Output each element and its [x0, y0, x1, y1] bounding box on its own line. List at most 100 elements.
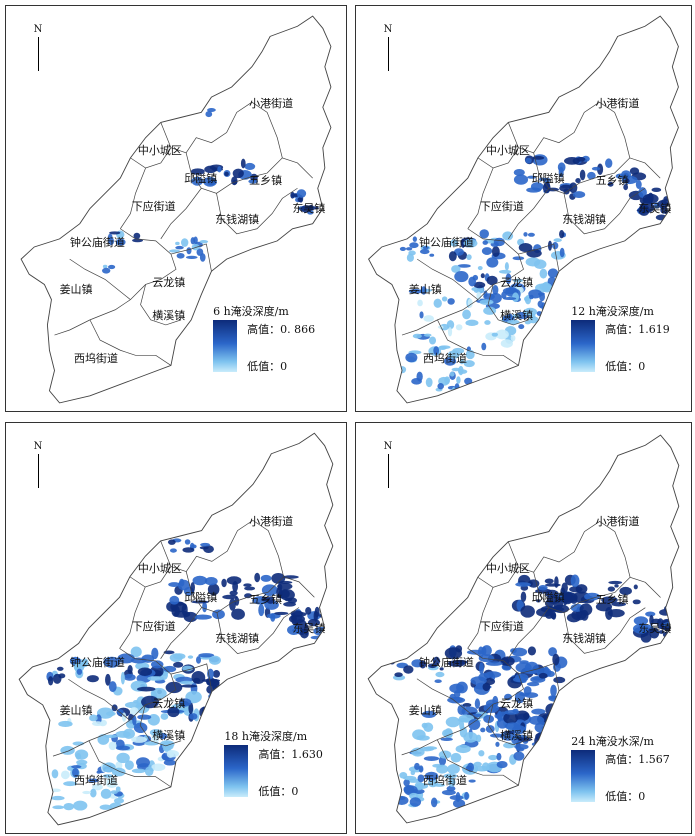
- flood-area: [638, 204, 650, 216]
- town-boundary: [129, 566, 172, 588]
- flood-area: [412, 333, 422, 339]
- flood-area: [439, 667, 444, 671]
- flood-area: [232, 168, 244, 179]
- flood-area: [110, 790, 118, 795]
- town-boundary: [563, 607, 646, 654]
- flood-area: [108, 237, 115, 246]
- town-label-jiangshan: 姜山镇: [59, 283, 93, 297]
- flood-area: [511, 647, 528, 657]
- flood-area: [127, 665, 133, 674]
- flood-area: [115, 238, 126, 246]
- flood-area: [512, 292, 519, 303]
- flood-area: [102, 267, 111, 274]
- flood-area: [505, 273, 512, 285]
- flood-area: [58, 720, 73, 728]
- flood-area: [132, 715, 137, 726]
- flood-area: [607, 586, 616, 592]
- town-boundary: [160, 188, 202, 240]
- flood-area: [486, 275, 498, 286]
- town-boundary: [563, 187, 646, 235]
- flood-area: [271, 572, 286, 584]
- town-label-yunlong: 云龙镇: [152, 696, 186, 710]
- flood-area: [184, 539, 191, 545]
- flood-area: [433, 298, 442, 308]
- flood-area: [417, 774, 425, 783]
- flood-area: [52, 673, 62, 684]
- flood-area: [199, 253, 206, 262]
- flood-area: [403, 775, 417, 781]
- flood-area: [196, 656, 202, 664]
- legend-color-ramp: [571, 319, 596, 372]
- flood-area: [547, 240, 553, 251]
- flood-area: [512, 313, 520, 318]
- town-label-dongqianhu: 东钱湖镇: [215, 632, 260, 646]
- town-boundary: [416, 258, 479, 300]
- flood-area: [523, 232, 528, 237]
- town-label-hengxi: 横溪镇: [152, 308, 186, 322]
- flood-area: [63, 781, 78, 787]
- flood-area: [523, 712, 530, 720]
- flood-area: [575, 178, 581, 184]
- flood-area: [160, 713, 169, 720]
- flood-area: [212, 670, 221, 678]
- flood-area: [554, 576, 559, 588]
- flood-area: [455, 645, 463, 653]
- flood-area: [462, 703, 472, 707]
- flood-area: [411, 378, 422, 385]
- flood-area: [73, 662, 85, 673]
- legend: 18 h淹没深度/m 高值：1.630 低值：0: [224, 728, 346, 798]
- flood-area: [474, 698, 481, 709]
- flood-area: [408, 288, 423, 294]
- flood-area: [115, 761, 123, 770]
- flood-area: [552, 242, 559, 250]
- flood-area: [513, 751, 525, 761]
- flood-area: [176, 252, 185, 259]
- flood-area: [485, 699, 499, 708]
- flood-area: [540, 605, 557, 613]
- flood-area: [552, 287, 568, 293]
- flood-area: [212, 678, 220, 692]
- flood-area: [207, 107, 216, 112]
- flood-area: [480, 273, 485, 279]
- town-label-xiwu: 西坞街道: [423, 352, 467, 366]
- flood-area: [124, 701, 143, 709]
- town-boundary: [119, 586, 146, 649]
- flood-area: [591, 166, 601, 171]
- town-label-xiaogang: 小港街道: [595, 97, 640, 111]
- flood-area: [514, 743, 529, 750]
- flood-area: [412, 236, 417, 242]
- flood-area: [459, 358, 464, 365]
- town-label-yunlong: 云龙镇: [152, 276, 186, 290]
- flood-area: [548, 695, 567, 702]
- legend-title: 12 h淹没深度/m: [571, 304, 654, 318]
- flood-area: [454, 270, 469, 283]
- flood-area: [106, 711, 116, 717]
- town-label-zhonggongmiao: 钟公庙街道: [69, 655, 125, 669]
- flood-area: [403, 665, 414, 674]
- flood-area: [115, 745, 130, 751]
- flood-area: [205, 110, 213, 118]
- legend-low-value: 低值：0: [605, 359, 646, 373]
- flood-area: [483, 714, 495, 724]
- map-panel-12h: N 小港街道 中小城区 邱隘镇 五乡镇 东吴镇 下应街道 东钱湖镇 钟公庙街道 云龙镇 姜山镇 横溪镇…: [355, 5, 692, 412]
- flood-area: [173, 653, 186, 660]
- flood-area: [532, 156, 545, 160]
- flood-area: [503, 742, 516, 749]
- flood-area: [484, 671, 502, 678]
- flood-area: [243, 583, 252, 587]
- flood-area: [633, 616, 649, 626]
- flood-area: [73, 800, 88, 811]
- flood-area: [570, 596, 578, 604]
- flood-area: [553, 676, 566, 684]
- flood-area: [190, 544, 197, 549]
- flood-area: [90, 788, 97, 798]
- flood-area: [270, 613, 276, 622]
- north-arrow-icon: N: [381, 24, 395, 71]
- flood-area: [198, 653, 215, 658]
- legend-title: 18 h淹没深度/m: [224, 730, 308, 744]
- flood-area: [651, 187, 662, 193]
- flood-area: [444, 376, 451, 385]
- north-arrow-icon: N: [381, 441, 395, 488]
- town-boundary: [88, 740, 172, 788]
- flood-area: [607, 181, 614, 187]
